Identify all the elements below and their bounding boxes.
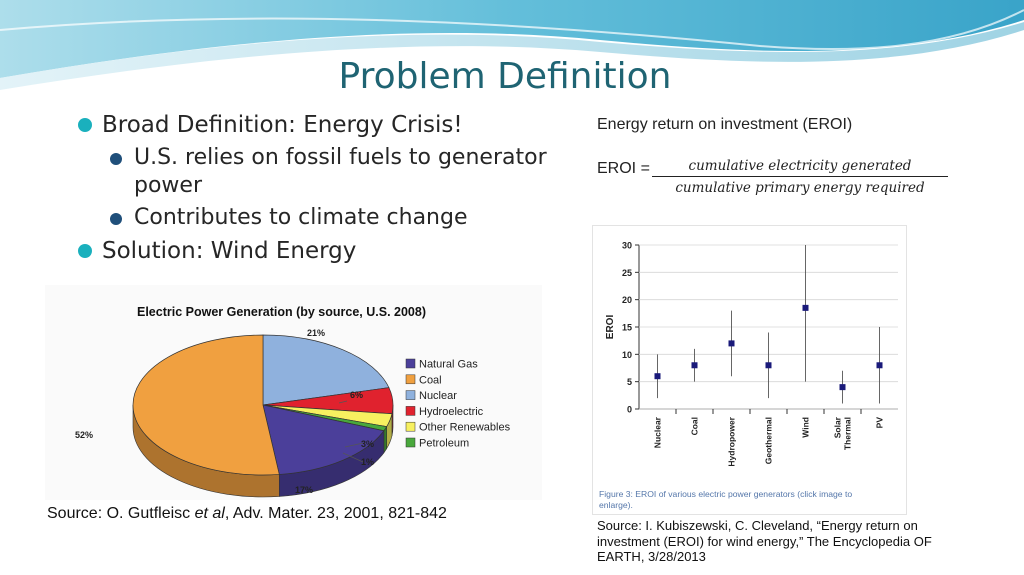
y-tick-label: 0 [627, 405, 632, 415]
legend-swatch [405, 390, 416, 400]
y-tick-label: 25 [622, 268, 632, 278]
pie-chart: Electric Power Generation (by source, U.… [75, 305, 511, 498]
data-point [876, 362, 883, 369]
y-tick-label: 20 [622, 295, 632, 305]
pie-leader-line [338, 400, 348, 404]
eroi-fraction: cumulative electricity generated cumulat… [652, 158, 948, 196]
pie-source-text: Source: O. Gutfleisc [47, 505, 195, 522]
data-point [728, 340, 735, 347]
legend-swatch [405, 358, 416, 369]
legend-label: Coal [419, 374, 442, 386]
pie-leader-line [344, 442, 364, 448]
data-point [654, 373, 661, 380]
pie-source-text-end: , Adv. Mater. 23, 2001, 821-842 [224, 505, 447, 522]
bullet-dot-icon [110, 153, 122, 165]
pie-label: 1% [361, 457, 374, 467]
bullet-dot-icon [78, 244, 92, 258]
figure-caption: enlarge). [599, 500, 633, 510]
header-wave [0, 0, 1024, 90]
x-tick-label: Hydropower [727, 416, 737, 466]
eroi-denominator: cumulative primary energy required [675, 180, 925, 196]
legend-label: Hydroelectric [419, 406, 484, 418]
pie-label: 21% [307, 328, 325, 338]
x-tick-label: Wind [801, 417, 811, 438]
legend-swatch [405, 406, 416, 416]
bullet-item: Broad Definition: Energy Crisis! [78, 110, 578, 140]
y-axis-label: EROI [605, 315, 616, 340]
sub-bullet-item: U.S. relies on fossil fuels to generator… [110, 144, 578, 200]
pie-slice-coal [132, 334, 280, 476]
legend-label: Other Renewables [419, 422, 511, 434]
x-tick-label: Thermal [843, 417, 853, 450]
pie-title: Electric Power Generation (by source, U.… [137, 305, 426, 319]
legend-swatch [405, 374, 416, 385]
bullet-dot-icon [78, 118, 92, 132]
x-tick-label: Coal [690, 417, 700, 435]
bullet-list: Broad Definition: Energy Crisis! U.S. re… [78, 110, 578, 270]
eroi-heading: Energy return on investment (EROI) [597, 116, 853, 133]
legend-swatch [405, 437, 416, 448]
pie-leader-line [342, 452, 364, 463]
bullet-text: U.S. relies on fossil fuels to generator… [134, 145, 547, 198]
data-point [839, 384, 846, 391]
legend-label: Petroleum [419, 438, 469, 450]
bullet-text: Contributes to climate change [134, 205, 468, 230]
pie-source: Source: O. Gutfleisc et al, Adv. Mater. … [47, 505, 447, 523]
slide-title: Problem Definition [338, 56, 672, 97]
legend-label: Nuclear [419, 390, 457, 402]
pie-slice-natural-gas [262, 404, 385, 475]
pie-label: 6% [350, 390, 363, 400]
bullet-text: Solution: Wind Energy [102, 238, 357, 264]
x-tick-label: Solar [833, 416, 843, 438]
pie-label: 52% [75, 430, 93, 440]
data-point [765, 362, 772, 369]
pie-source-italic: et al [194, 505, 225, 522]
bullet-text: Broad Definition: Energy Crisis! [102, 112, 463, 138]
y-tick-label: 10 [622, 350, 632, 360]
eroi-equation-label: EROI = [597, 160, 650, 177]
legend-label: Natural Gas [419, 359, 478, 371]
x-tick-label: Geothermal [764, 417, 774, 464]
bullet-dot-icon [110, 213, 122, 225]
sub-bullet-item: Contributes to climate change [110, 204, 578, 232]
pie-chart-image: Electric Power Generation (by source, U.… [45, 285, 542, 500]
data-point [802, 304, 809, 311]
y-tick-label: 5 [627, 377, 632, 387]
y-tick-label: 15 [622, 323, 632, 333]
data-point [691, 362, 698, 369]
eroi-chart-image: 0 5 10 15 20 25 30 EROI Nuclear Coal Hydropower Geo… [592, 225, 907, 515]
x-tick-label: PV [875, 417, 885, 429]
eroi-chart: 0 5 10 15 20 25 30 EROI Nuclear Coal Hydropower Geo… [599, 241, 898, 510]
figure-caption: Figure 3: EROI of various electric power… [599, 489, 852, 499]
eroi-numerator: cumulative electricity generated [652, 158, 948, 177]
bullet-item: Solution: Wind Energy [78, 236, 578, 266]
pie-label: 17% [295, 485, 313, 495]
eroi-source: Source: I. Kubiszewski, C. Cleveland, “E… [597, 518, 932, 564]
legend-swatch [405, 421, 416, 432]
x-tick-label: Nuclear [653, 416, 663, 448]
y-tick-label: 30 [622, 241, 632, 251]
pie-label: 3% [361, 439, 374, 449]
pie-slice-nuclear [262, 334, 390, 406]
